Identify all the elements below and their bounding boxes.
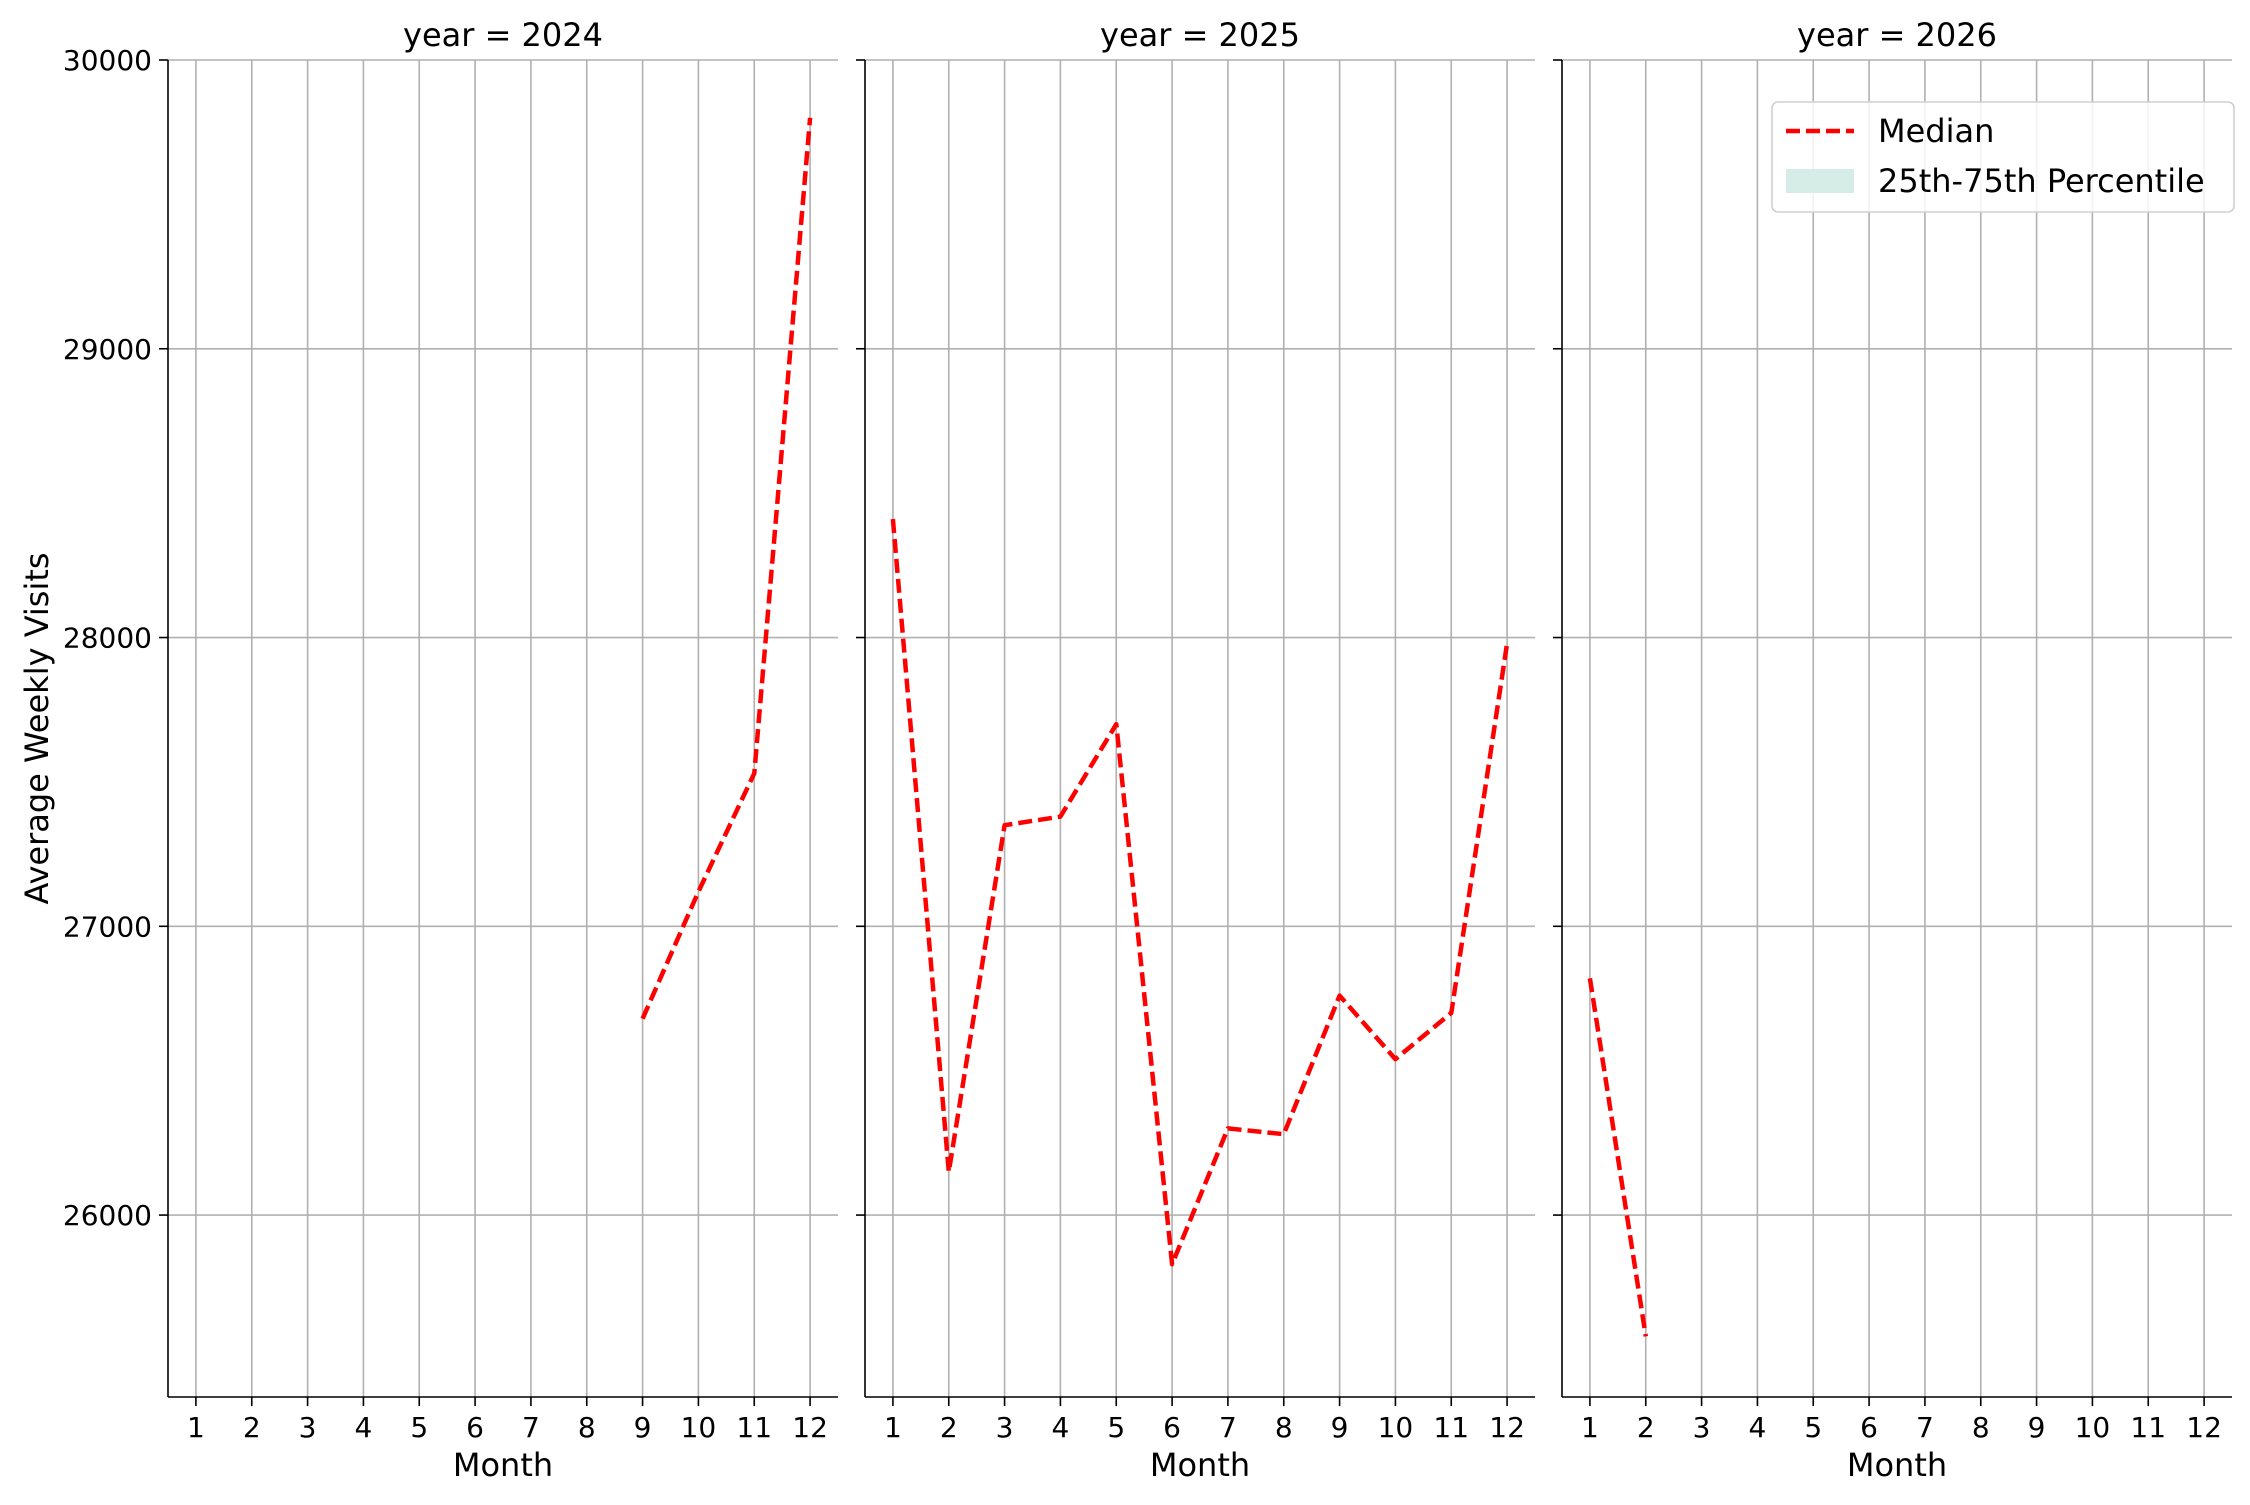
panel-title: year = 2026 bbox=[1797, 16, 1997, 54]
y-tick-label: 26000 bbox=[63, 1199, 152, 1232]
median-series-line bbox=[893, 519, 1507, 1264]
x-tick-label: 5 bbox=[1107, 1411, 1125, 1444]
legend: Median 25th-75th Percentile bbox=[1772, 102, 2234, 212]
x-tick-label: 6 bbox=[466, 1411, 484, 1444]
x-tick-label: 4 bbox=[1052, 1411, 1070, 1444]
x-tick-label: 7 bbox=[522, 1411, 540, 1444]
x-tick-label: 6 bbox=[1860, 1411, 1878, 1444]
x-tick-label: 3 bbox=[1693, 1411, 1711, 1444]
x-tick-label: 2 bbox=[243, 1411, 261, 1444]
x-tick-label: 8 bbox=[578, 1411, 596, 1444]
x-tick-label: 6 bbox=[1163, 1411, 1181, 1444]
x-tick-label: 7 bbox=[1916, 1411, 1934, 1444]
x-tick-label: 8 bbox=[1275, 1411, 1293, 1444]
legend-percentile-swatch bbox=[1786, 169, 1854, 193]
x-tick-label: 4 bbox=[355, 1411, 373, 1444]
x-tick-label: 1 bbox=[884, 1411, 902, 1444]
x-tick-label: 4 bbox=[1749, 1411, 1767, 1444]
x-tick-label: 10 bbox=[2075, 1411, 2111, 1444]
x-axis-label: Month bbox=[1847, 1446, 1947, 1484]
x-tick-label: 10 bbox=[1378, 1411, 1414, 1444]
y-tick-label: 28000 bbox=[63, 622, 152, 655]
x-tick-label: 2 bbox=[940, 1411, 958, 1444]
legend-label: Median bbox=[1878, 112, 1994, 150]
median-series-line bbox=[1590, 978, 1646, 1336]
x-tick-label: 1 bbox=[187, 1411, 205, 1444]
x-axis-label: Month bbox=[453, 1446, 553, 1484]
y-axis-label: Average Weekly Visits bbox=[18, 552, 56, 904]
x-tick-label: 12 bbox=[1489, 1411, 1525, 1444]
x-tick-label: 9 bbox=[2028, 1411, 2046, 1444]
y-tick-label: 27000 bbox=[63, 910, 152, 943]
x-tick-label: 5 bbox=[1804, 1411, 1822, 1444]
x-axis-label: Month bbox=[1150, 1446, 1250, 1484]
x-tick-label: 3 bbox=[996, 1411, 1014, 1444]
y-tick-label: 30000 bbox=[63, 44, 152, 77]
x-tick-label: 1 bbox=[1581, 1411, 1599, 1444]
x-tick-label: 12 bbox=[2186, 1411, 2222, 1444]
legend-label: 25th-75th Percentile bbox=[1878, 162, 2205, 200]
x-tick-label: 9 bbox=[634, 1411, 652, 1444]
panel-title: year = 2024 bbox=[403, 16, 603, 54]
median-series-line bbox=[643, 118, 811, 1019]
x-tick-label: 3 bbox=[299, 1411, 317, 1444]
x-tick-label: 2 bbox=[1637, 1411, 1655, 1444]
x-tick-label: 10 bbox=[681, 1411, 717, 1444]
x-tick-label: 8 bbox=[1972, 1411, 1990, 1444]
y-tick-label: 29000 bbox=[63, 333, 152, 366]
x-tick-label: 7 bbox=[1219, 1411, 1237, 1444]
x-tick-label: 11 bbox=[736, 1411, 772, 1444]
panel-title: year = 2025 bbox=[1100, 16, 1300, 54]
x-tick-label: 12 bbox=[792, 1411, 828, 1444]
x-tick-label: 5 bbox=[410, 1411, 428, 1444]
x-tick-label: 11 bbox=[1433, 1411, 1469, 1444]
x-tick-label: 9 bbox=[1331, 1411, 1349, 1444]
x-tick-label: 11 bbox=[2130, 1411, 2166, 1444]
